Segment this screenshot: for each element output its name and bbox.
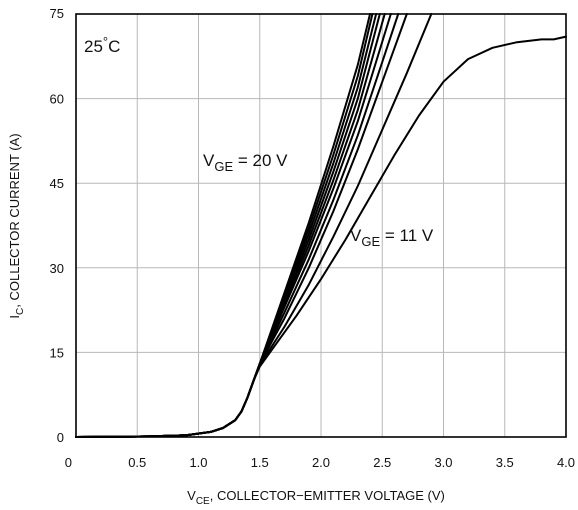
series-line <box>75 13 371 438</box>
series-lines <box>75 13 567 438</box>
x-tick-label: 0 <box>65 455 72 470</box>
plot-frame <box>75 13 567 438</box>
y-axis-title: IC, COLLECTOR CURRENT (A) <box>7 133 26 318</box>
y-axis-symbol: I <box>7 315 22 319</box>
y-tick-label: 75 <box>50 6 64 21</box>
series-line <box>75 13 392 438</box>
x-tick-label: 1.0 <box>189 455 207 470</box>
x-tick-label: 1.5 <box>251 455 269 470</box>
y-tick-labels: 0 15 30 45 60 75 <box>50 6 64 445</box>
vge-top-subscript: GE <box>214 159 233 174</box>
y-axis-text: , COLLECTOR CURRENT (A) <box>7 133 22 307</box>
series-line <box>75 13 381 438</box>
x-tick-label: 3.5 <box>496 455 514 470</box>
temperature-annotation: 25°C <box>84 34 120 56</box>
gridlines <box>76 14 566 437</box>
x-tick-labels: 0 0.5 1.0 1.5 2.0 2.5 3.0 3.5 4.0 <box>65 455 575 470</box>
x-axis-title: VCE, COLLECTOR−EMITTER VOLTAGE (V) <box>187 488 445 507</box>
vge-bottom-subscript: GE <box>361 234 380 249</box>
series-line <box>75 13 378 438</box>
y-tick-label: 45 <box>50 176 64 191</box>
vge-top-value: = 20 V <box>233 151 288 170</box>
temperature-unit: C <box>108 37 120 56</box>
x-tick-label: 0.5 <box>128 455 146 470</box>
vge-11v-annotation: VGE = 11 V <box>350 226 434 249</box>
y-tick-label: 15 <box>50 345 64 360</box>
x-tick-label: 2.0 <box>312 455 330 470</box>
y-tick-label: 30 <box>50 261 64 276</box>
x-tick-label: 4.0 <box>557 455 575 470</box>
vge-bottom-value: = 11 V <box>380 226 434 245</box>
y-tick-label: 60 <box>50 92 64 107</box>
y-axis-subscript: C <box>15 308 26 315</box>
x-axis-symbol: V <box>187 488 196 503</box>
temperature-degree: ° <box>103 34 108 49</box>
x-axis-text: , COLLECTOR−EMITTER VOLTAGE (V) <box>210 488 445 503</box>
vge-top-symbol: V <box>203 151 215 170</box>
x-tick-label: 2.5 <box>373 455 391 470</box>
temperature-value: 25 <box>84 37 103 56</box>
vge-bottom-symbol: V <box>350 226 362 245</box>
y-tick-label: 0 <box>57 430 64 445</box>
x-axis-subscript: CE <box>196 496 210 507</box>
x-tick-label: 3.0 <box>434 455 452 470</box>
vge-20v-annotation: VGE = 20 V <box>203 151 288 174</box>
